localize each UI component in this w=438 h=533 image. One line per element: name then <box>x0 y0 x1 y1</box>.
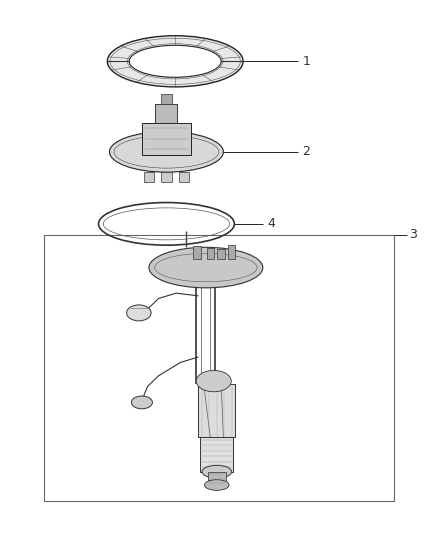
Bar <box>217 249 225 260</box>
Ellipse shape <box>107 36 243 87</box>
Bar <box>198 384 236 437</box>
Ellipse shape <box>129 45 221 77</box>
Text: 2: 2 <box>302 146 310 158</box>
Ellipse shape <box>196 370 231 392</box>
Bar <box>228 245 235 260</box>
Ellipse shape <box>110 132 223 172</box>
Bar <box>44 235 394 501</box>
Ellipse shape <box>205 480 229 490</box>
Bar <box>201 437 233 472</box>
Text: 1: 1 <box>302 55 310 68</box>
Ellipse shape <box>127 305 151 321</box>
Ellipse shape <box>149 247 263 288</box>
Text: 4: 4 <box>267 217 275 230</box>
Bar <box>193 246 201 260</box>
Ellipse shape <box>131 396 152 409</box>
Bar <box>208 472 226 485</box>
Bar <box>207 248 214 260</box>
Bar <box>155 104 177 123</box>
Bar <box>161 172 172 182</box>
Bar <box>142 123 191 155</box>
Ellipse shape <box>202 465 232 478</box>
Bar <box>144 172 154 182</box>
Text: 3: 3 <box>410 228 417 241</box>
Bar <box>161 94 172 104</box>
Bar <box>179 172 189 182</box>
